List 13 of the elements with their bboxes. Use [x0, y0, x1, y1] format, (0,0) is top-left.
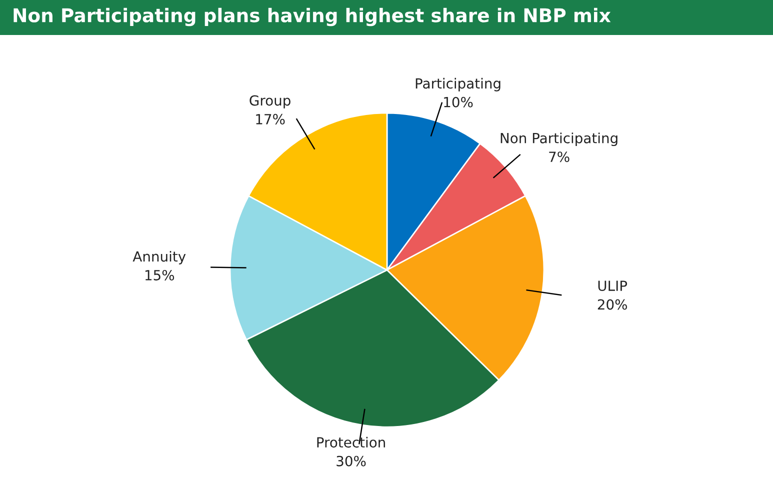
data-label: 7% — [549, 152, 570, 162]
data-label: 30% — [336, 456, 366, 466]
data-label: 20% — [598, 299, 627, 310]
slice-label: Participating — [416, 78, 500, 92]
slice-label: Non Participating — [500, 132, 618, 146]
slice-label: Protection — [317, 436, 385, 448]
slice-label: Annuity — [132, 250, 186, 264]
data-label: 10% — [444, 96, 473, 108]
data-label: 17% — [256, 114, 285, 124]
chart-title: Non Participating plans having highest share in NBP mix — [14, 8, 611, 26]
slice-label: Group — [250, 95, 290, 108]
data-label: 15% — [145, 270, 174, 280]
slice-label: ULIP — [598, 280, 628, 292]
